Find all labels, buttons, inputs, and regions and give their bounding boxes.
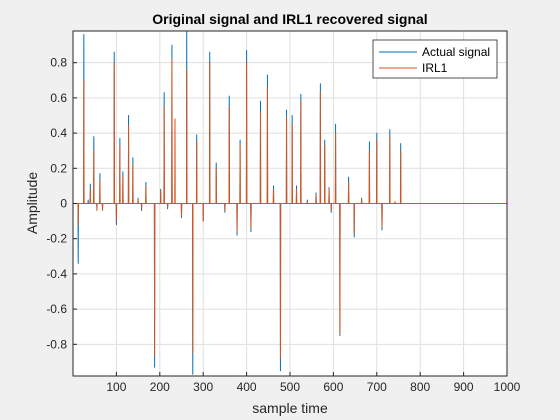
legend-label-actual-signal: Actual signal bbox=[422, 45, 490, 59]
y-tick-label: -0.2 bbox=[46, 232, 67, 246]
tick-layer: 100 200 300 400 500 600 700 800 900 1000 -0.8 -0.6 -… bbox=[46, 56, 520, 394]
x-tick-label: 600 bbox=[323, 380, 343, 394]
legend-label-irl1: IRL1 bbox=[422, 61, 448, 75]
y-tick-label: 0.8 bbox=[50, 56, 67, 70]
y-tick-label: -0.8 bbox=[46, 337, 67, 351]
y-tick-label: -0.4 bbox=[46, 267, 67, 281]
x-tick-label: 900 bbox=[454, 380, 474, 394]
legend-box bbox=[372, 39, 498, 79]
y-tick-label: 0.6 bbox=[50, 91, 67, 105]
y-tick-label: 0 bbox=[60, 197, 67, 211]
x-tick-label: 500 bbox=[280, 380, 300, 394]
y-tick-label: 0.4 bbox=[50, 126, 67, 140]
x-tick-label: 100 bbox=[106, 380, 126, 394]
y-axis-label: Amplitude bbox=[24, 172, 40, 234]
x-tick-label: 300 bbox=[193, 380, 213, 394]
legend: Actual signal IRL1 bbox=[372, 39, 498, 79]
x-axis-label: sample time bbox=[252, 400, 328, 416]
y-tick-label: 0.2 bbox=[50, 161, 67, 175]
x-tick-label: 700 bbox=[367, 380, 387, 394]
series-layer bbox=[73, 30, 507, 375]
x-tick-label: 800 bbox=[410, 380, 430, 394]
x-tick-label: 400 bbox=[237, 380, 257, 394]
x-tick-label: 1000 bbox=[494, 380, 521, 394]
x-tick-label: 200 bbox=[150, 380, 170, 394]
series-line-irl1 bbox=[73, 58, 507, 359]
y-tick-label: -0.6 bbox=[46, 302, 67, 316]
chart-title: Original signal and IRL1 recovered signa… bbox=[152, 11, 427, 27]
